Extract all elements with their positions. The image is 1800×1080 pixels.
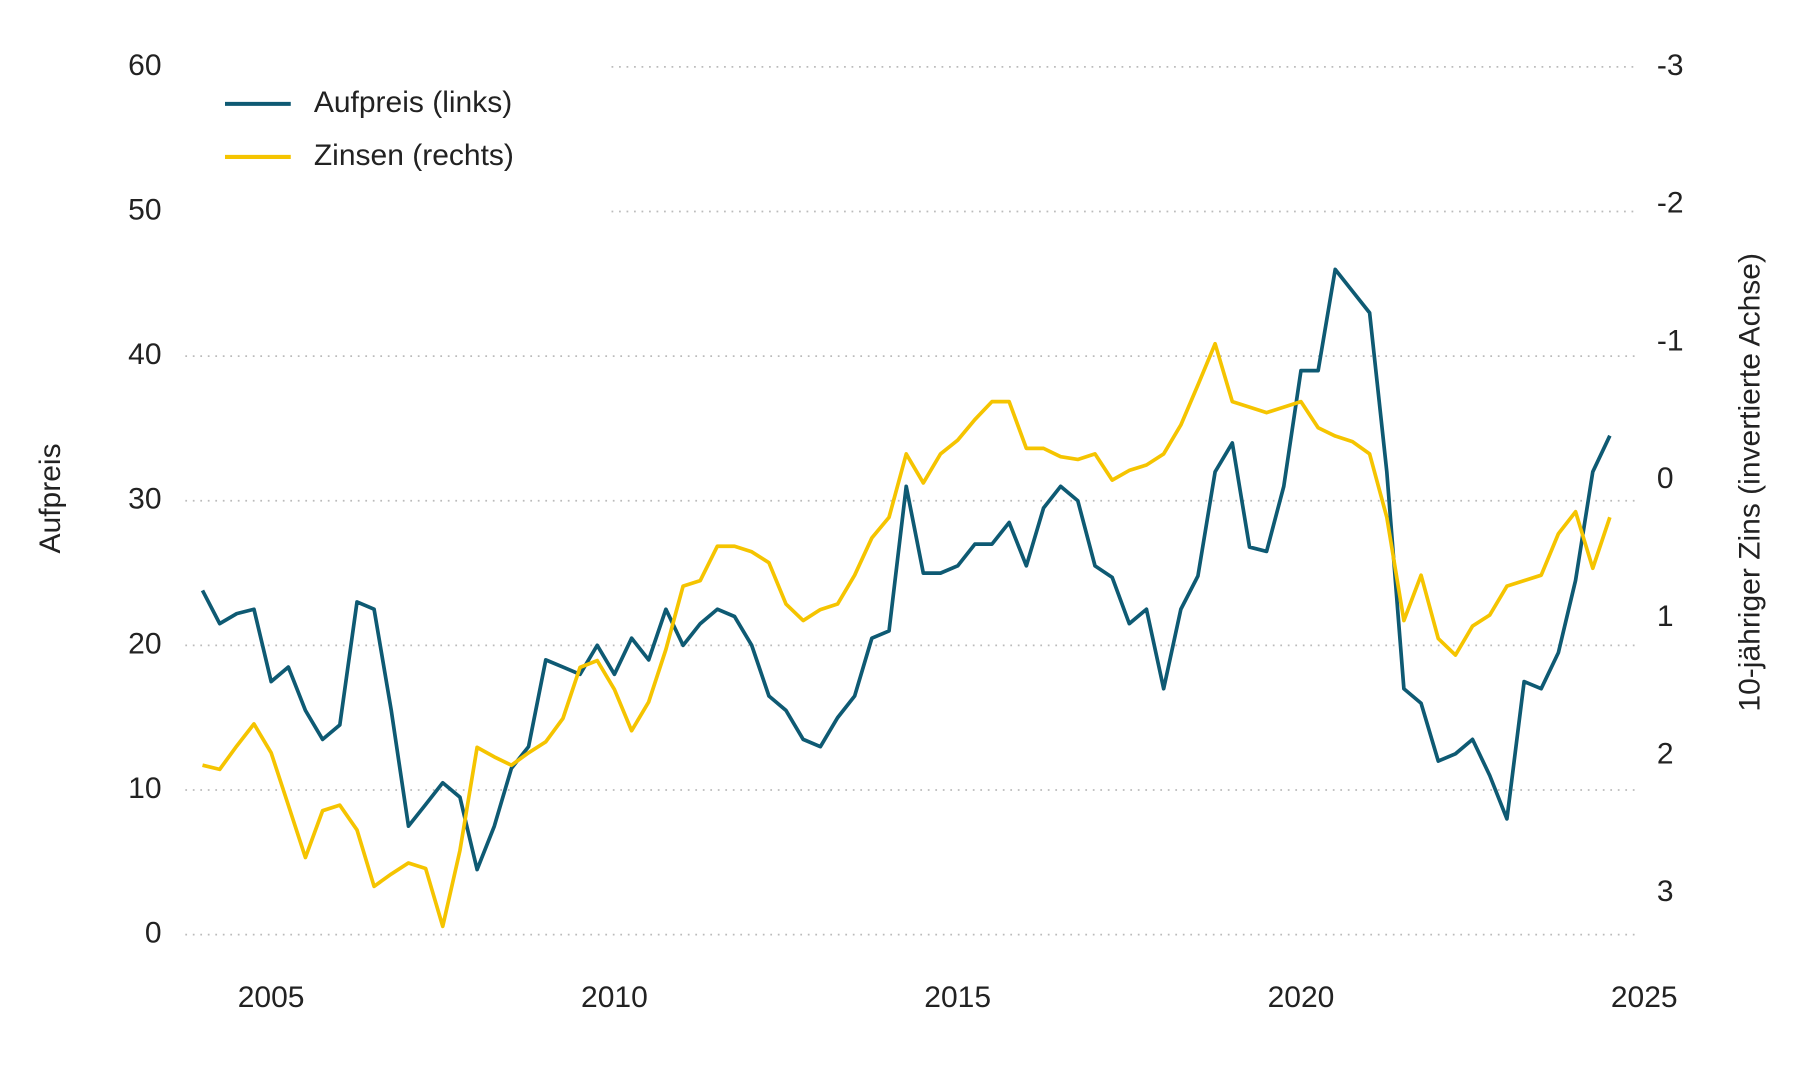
y-tick-label: 40 [128, 338, 161, 371]
x-tick-label: 2015 [924, 981, 991, 1014]
x-tick-label: 2010 [581, 981, 648, 1014]
y2-tick-label: -3 [1657, 49, 1684, 82]
y2-axis-label: 10-jähriger Zins (invertierte Achse) [1733, 253, 1766, 712]
line-series [200, 267, 1612, 872]
y-tick-label: 0 [145, 917, 162, 950]
y2-tick-label: -2 [1657, 187, 1684, 220]
y2-tick-label: 3 [1657, 875, 1674, 908]
y-tick-label: 30 [128, 483, 161, 516]
y2-tick-label: 0 [1657, 462, 1674, 495]
line-series [202, 341, 1612, 929]
y-tick-label: 10 [128, 772, 161, 805]
y2-tick-label: -1 [1657, 324, 1684, 357]
y-tick-label: 60 [128, 49, 161, 82]
x-tick-label: 2025 [1611, 981, 1678, 1014]
y-tick-label: 50 [128, 193, 161, 226]
y-axis-label: Aufpreis [34, 443, 67, 553]
y-tick-label: 20 [128, 627, 161, 660]
legend-label: Aufpreis (links) [314, 86, 512, 119]
y2-tick-label: 1 [1657, 600, 1674, 633]
x-tick-label: 2020 [1268, 981, 1335, 1014]
legend-label: Zinsen (rechts) [314, 139, 514, 172]
x-tick-label: 2005 [238, 981, 305, 1014]
y2-tick-label: 2 [1657, 737, 1674, 770]
